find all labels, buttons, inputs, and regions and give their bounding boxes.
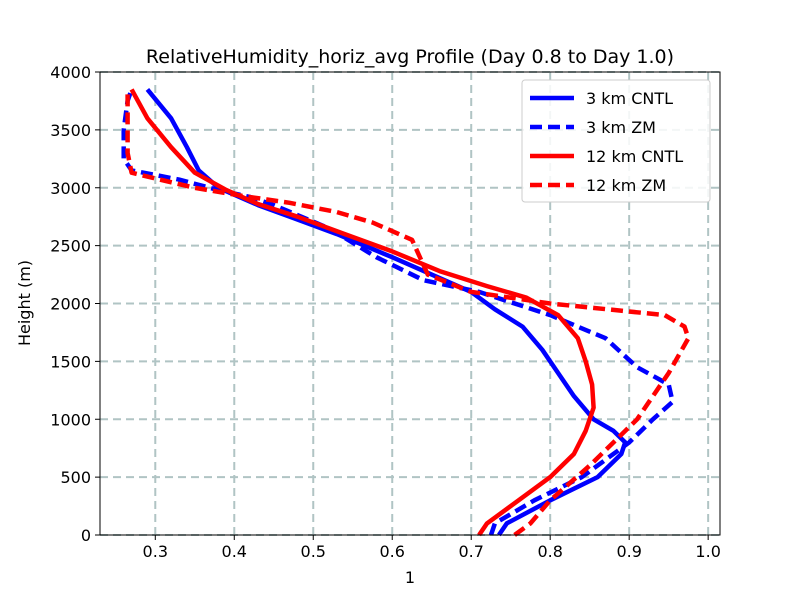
x-axis-ticks: 0.3 0.4 0.5 0.6 0.7 0.8 0.9 1.0 [143,535,721,561]
y-tick-label: 2500 [50,237,91,256]
series-line-12-km-zm [125,89,691,537]
series-line-12-km-cntl [129,88,596,537]
y-tick-label: 4000 [50,63,91,82]
legend-label-3-km-zm: 3 km ZM [586,118,656,137]
y-tick-label: 1000 [50,410,91,429]
y-axis-label: Height (m) [15,260,34,346]
y-tick-label: 3000 [50,179,91,198]
x-tick-label: 0.3 [143,542,168,561]
legend: 3 km CNTL 3 km ZM 12 km CNTL 12 km ZM [521,79,711,203]
legend-label-12-km-zm: 12 km ZM [586,176,666,195]
y-tick-label: 500 [60,468,91,487]
x-tick-label: 0.7 [458,542,483,561]
y-tick-label: 3500 [50,121,91,140]
x-tick-label: 0.8 [537,542,562,561]
x-axis-label: 1 [405,568,415,587]
legend-frame [521,79,711,203]
y-tick-label: 1500 [50,352,91,371]
x-tick-label: 0.5 [301,542,326,561]
legend-label-12-km-cntl: 12 km CNTL [586,147,683,166]
x-tick-label: 1.0 [695,542,720,561]
legend-label-3-km-cntl: 3 km CNTL [586,89,673,108]
chart-title: RelativeHumidity_horiz_avg Profile (Day … [146,46,674,68]
y-axis-ticks: 0 500 1000 1500 2000 2500 3000 3500 4000 [50,63,100,545]
y-tick-label: 0 [81,526,91,545]
x-tick-label: 0.9 [616,542,641,561]
x-tick-label: 0.4 [222,542,247,561]
x-tick-label: 0.6 [380,542,405,561]
y-tick-label: 2000 [50,295,91,314]
series-layer [121,87,691,537]
